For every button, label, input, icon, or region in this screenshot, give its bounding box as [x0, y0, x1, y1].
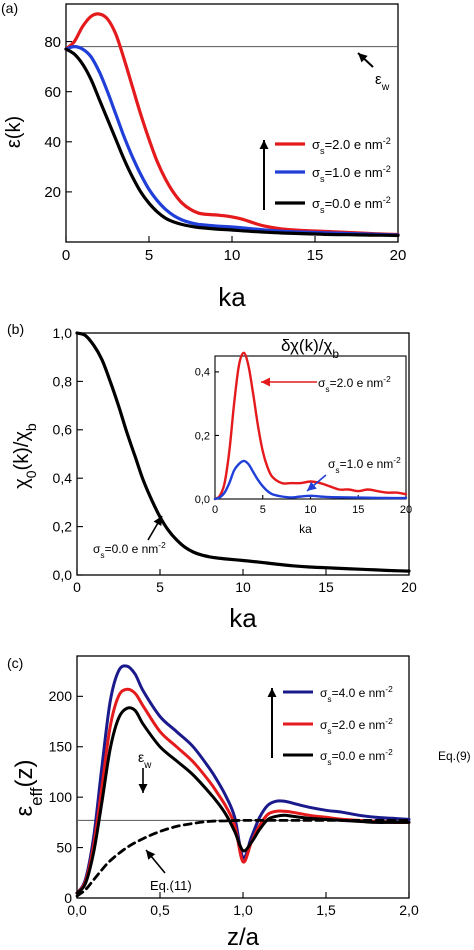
panel-b-ylabel: χ0(k)/χb	[11, 423, 39, 489]
panel-b-xtick-label: 20	[401, 579, 417, 595]
panel-c-series-line	[75, 706, 411, 895]
panel-c-xtick-label: 2,0	[399, 902, 419, 918]
panel-a-ytick-label: 40	[44, 134, 61, 151]
inset-red-arrow-head	[261, 377, 270, 387]
panel-c-epsw-arrow-head	[138, 784, 148, 793]
panel-b-ytick-label: 1,0	[53, 325, 73, 341]
panel-c-epsw-label: εw	[138, 749, 152, 771]
panel-c-label: (c)	[7, 655, 23, 671]
panel-b-ytick-label: 0,0	[53, 567, 73, 583]
panel-b-ytick-label: 0,6	[53, 422, 73, 438]
panel-c-eq11-label: Eq.(11)	[150, 878, 192, 893]
panel-a-epsw-label: εw	[375, 71, 390, 93]
inset-xlabel: ka	[299, 522, 312, 536]
panel-c-legend-arrow-head	[267, 688, 277, 697]
panel-a-legend-label: σs=1.0 e nm-2	[312, 164, 391, 184]
panel-c-ytick-label: 200	[49, 688, 73, 704]
panel-b-xlabel: ka	[229, 603, 257, 633]
panel-c-xtick-label: 0,5	[150, 902, 170, 918]
inset-xtick-label: 15	[352, 504, 364, 516]
panel-a-xtick-label: 20	[390, 247, 407, 264]
panel-c-xlabel: z/a	[227, 924, 260, 950]
inset-ytick-label: 0,2	[195, 430, 210, 442]
inset-blue-annotation: σs=1.0 e nm-2	[328, 455, 401, 475]
panel-a-xtick-label: 15	[307, 247, 324, 264]
panel-b-annotation: σs=0.0 e nm-2	[93, 540, 166, 560]
panel-b-annotation-arrow-head	[153, 516, 162, 527]
panel-c-legend-label: σs=2.0 e nm-2	[320, 716, 393, 736]
panel-b-ytick-label: 0,2	[53, 519, 73, 535]
panel-a-xtick-label: 0	[62, 247, 70, 264]
panel-a-xlabel: ka	[218, 282, 246, 312]
panel-b-series-line	[75, 331, 411, 573]
panel-b-xtick-label: 10	[235, 579, 251, 595]
panel-a-xtick-label: 5	[145, 247, 153, 264]
panel-a-epsw-arrow-head	[358, 53, 368, 63]
panel-a-legend-arrow-head	[259, 140, 269, 149]
panel-c: (c) 0,0 0,5 1,0 1,5 2,0 0 50 100 150 200 εw Eq.(11) σ…	[7, 655, 471, 950]
panel-c-eq9-label: Eq.(9)	[438, 749, 471, 763]
inset-background	[215, 356, 406, 499]
inset-series-line	[213, 459, 408, 501]
panel-c-series-line	[75, 818, 411, 898]
panel-b-xtick-label: 15	[318, 579, 334, 595]
panel-c-xtick-label: 0,0	[67, 902, 87, 918]
inset-title: δχ(k)/χb	[281, 336, 339, 361]
inset-xtick-label: 5	[260, 504, 266, 516]
panel-a-ytick-label: 80	[44, 34, 61, 51]
panel-a-ytick-label: 60	[44, 84, 61, 101]
panel-c-legend-label: σs=0.0 e nm-2	[320, 747, 393, 767]
panel-a-ylabel: ε(k)	[3, 116, 25, 148]
panel-b-label: (b)	[7, 321, 24, 337]
panel-a-label: (a)	[1, 0, 18, 16]
panel-a-series-line	[64, 47, 400, 238]
panel-b-xtick-label: 5	[156, 579, 164, 595]
inset-xtick-label: 0	[212, 504, 218, 516]
panel-c-series-line	[75, 687, 411, 895]
inset-blue-arrow-head	[307, 481, 317, 491]
panel-a-legend-label: σs=2.0 e nm-2	[312, 136, 391, 156]
panel-c-ytick-label: 100	[49, 789, 73, 805]
inset-red-annotation: σs=2.0 e nm-2	[318, 374, 391, 394]
panel-c-legend-label: σs=4.0 e nm-2	[320, 684, 393, 704]
panel-c-ytick-label: 0	[64, 890, 72, 906]
inset-xtick-label: 20	[400, 504, 412, 516]
panel-b-xtick-label: 0	[73, 579, 81, 595]
panel-c-eq11-arrow-head	[146, 850, 156, 860]
panel-b-ytick-label: 0,8	[53, 373, 73, 389]
panel-c-ytick-label: 150	[49, 739, 73, 755]
panel-c-series-line	[75, 664, 411, 895]
inset-ytick-label: 0,4	[195, 367, 210, 379]
panel-a-legend-label: σs=0.0 e nm-2	[312, 195, 391, 215]
inset-ytick-label: 0,0	[195, 494, 210, 506]
panel-c-xtick-label: 1,5	[316, 902, 336, 918]
panel-b-ytick-label: 0,4	[53, 470, 73, 486]
panel-c-ytick-label: 50	[56, 839, 72, 855]
panel-c-ylabel: εeff(z)	[11, 759, 46, 816]
panel-a-ytick-label: 20	[44, 184, 61, 201]
panel-a-xtick-label: 10	[224, 247, 241, 264]
inset-xtick-label: 10	[304, 504, 316, 516]
inset-series-line	[213, 351, 408, 501]
panel-a: (a) 0 5 10 15 20 20 40 60 80 εw σs=2.0 e nm-2 σs=1.0…	[1, 0, 406, 312]
panel-c-xtick-label: 1,0	[233, 902, 253, 918]
panel-b: (b) 0 5 10 15 20 0,0 0,2 0,4 0,6 0,8 1,0 σs=0.0 e nm…	[7, 321, 417, 633]
